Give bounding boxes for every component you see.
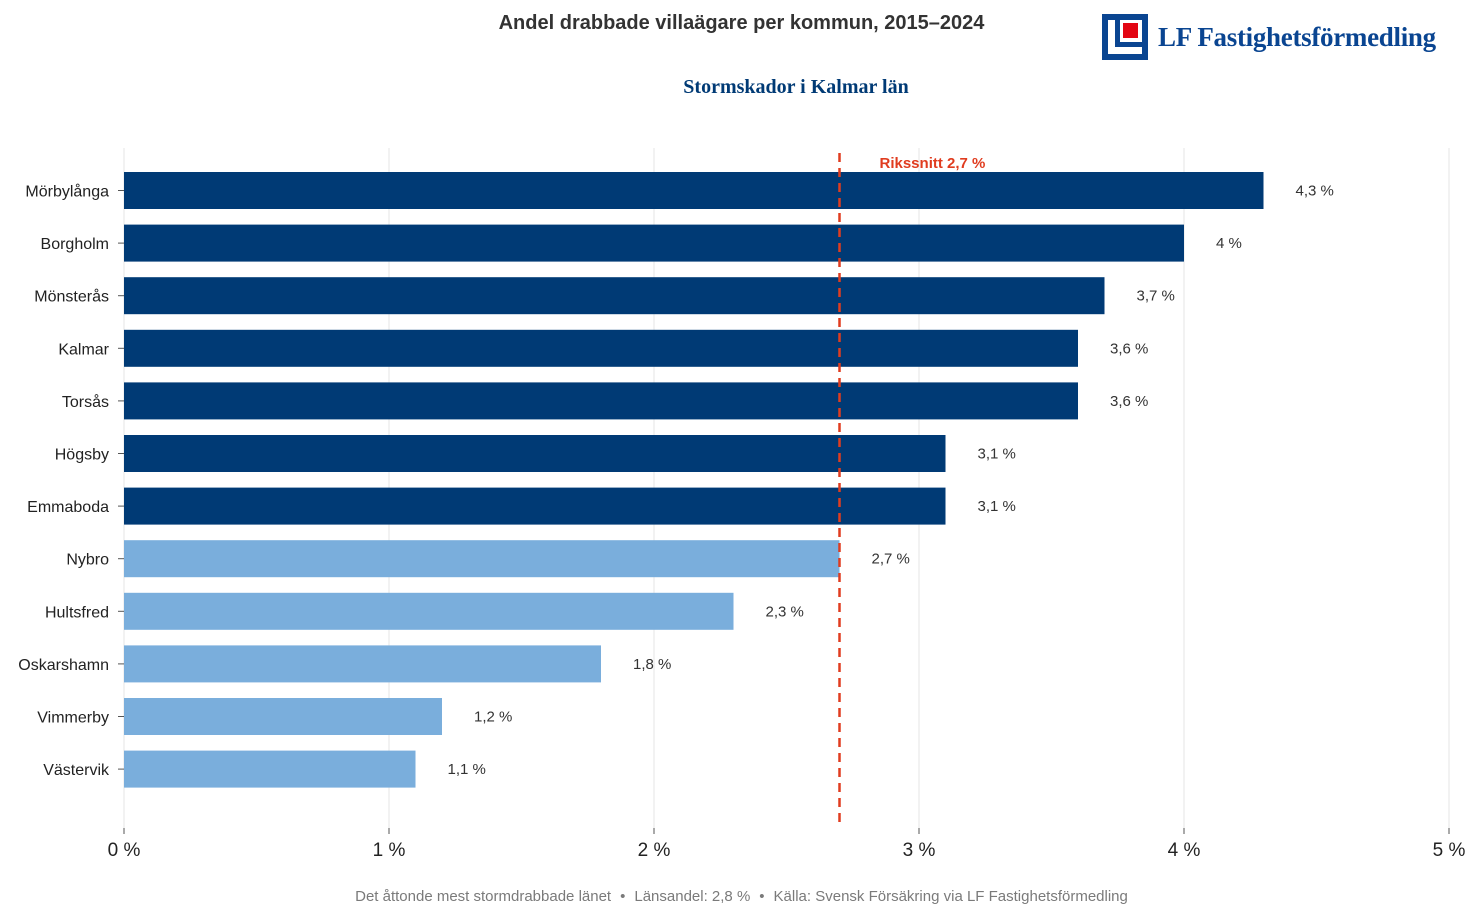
category-label: Borgholm <box>41 236 109 253</box>
category-label: Mörbylånga <box>25 183 109 201</box>
category-label: Hultsfred <box>45 604 109 621</box>
x-tick-label: 5 % <box>1433 840 1466 861</box>
bar-value-label: 3,1 % <box>978 498 1016 515</box>
brand-logo: LF Fastighetsförmedling <box>1102 14 1436 60</box>
bars <box>124 172 1264 788</box>
category-label: Nybro <box>66 552 109 569</box>
category-label: Oskarshamn <box>18 657 109 674</box>
footer-separator: • <box>759 888 765 905</box>
bar <box>124 329 1078 367</box>
bar-value-label: 1,2 % <box>474 709 512 726</box>
category-label: Vimmerby <box>37 710 109 727</box>
category-label: Emmaboda <box>27 499 109 516</box>
bar-value-label: 4,3 % <box>1296 183 1334 200</box>
footer-source: Källa: Svensk Försäkring via LF Fastighe… <box>773 888 1128 905</box>
footer-county-share: Länsandel: 2,8 % <box>634 888 751 905</box>
x-tick-label: 4 % <box>1168 840 1201 861</box>
category-labels: Mörbylånga Borgholm Mönsterås Kalmar Torsås H… <box>18 183 124 779</box>
bar <box>124 382 1078 420</box>
category-label: Mönsterås <box>34 288 109 306</box>
bar-value-label: 2,7 % <box>872 551 910 568</box>
x-axis: 0 % 1 % 2 % 3 % 4 % 5 % <box>108 828 1466 861</box>
bar-value-label: 3,6 % <box>1110 393 1148 410</box>
bar-value-label: 1,8 % <box>633 656 671 673</box>
reference-line-label: Rikssnitt 2,7 % <box>880 155 986 172</box>
x-tick-label: 0 % <box>108 840 141 861</box>
bar <box>124 172 1264 209</box>
category-label: Torsås <box>62 393 109 411</box>
bar <box>124 487 946 525</box>
bar-value-label: 3,1 % <box>978 446 1016 463</box>
reference-line-group: Rikssnitt 2,7 % <box>838 153 986 828</box>
brand-logo-text: LF Fastighetsförmedling <box>1158 21 1436 52</box>
bar-value-label: 3,6 % <box>1110 340 1148 357</box>
bar <box>124 540 840 578</box>
chart-subtitle: Stormskador i Kalmar län <box>683 76 909 98</box>
x-tick-label: 3 % <box>903 840 936 861</box>
bar <box>124 224 1184 262</box>
footer-note: Det åttonde mest stormdrabbade länet • Län… <box>0 888 1483 905</box>
bar <box>124 750 416 788</box>
footer-rank: Det åttonde mest stormdrabbade länet <box>355 888 612 905</box>
bar-value-label: 2,3 % <box>766 603 804 620</box>
category-label: Högsby <box>55 447 109 464</box>
lf-logo-icon <box>1102 14 1148 60</box>
x-tick-label: 2 % <box>638 840 671 861</box>
category-label: Kalmar <box>58 341 109 358</box>
bar <box>124 645 601 683</box>
bar <box>124 435 946 472</box>
bar <box>124 277 1105 315</box>
x-tick-label: 1 % <box>373 840 406 861</box>
value-labels: 4,3 % 4 % 3,7 % 3,6 % 3,6 % 3,1 % 3,1 % 2,7 % 2,… <box>448 183 1334 779</box>
bar-value-label: 3,7 % <box>1137 288 1175 305</box>
bar-value-label: 4 % <box>1216 235 1242 252</box>
bar <box>124 698 442 735</box>
bar <box>124 592 734 630</box>
chart-title: Andel drabbade villaägare per kommun, 20… <box>498 12 985 34</box>
bar-value-label: 1,1 % <box>448 761 486 778</box>
category-label: Västervik <box>43 762 110 779</box>
footer-separator: • <box>620 888 626 905</box>
